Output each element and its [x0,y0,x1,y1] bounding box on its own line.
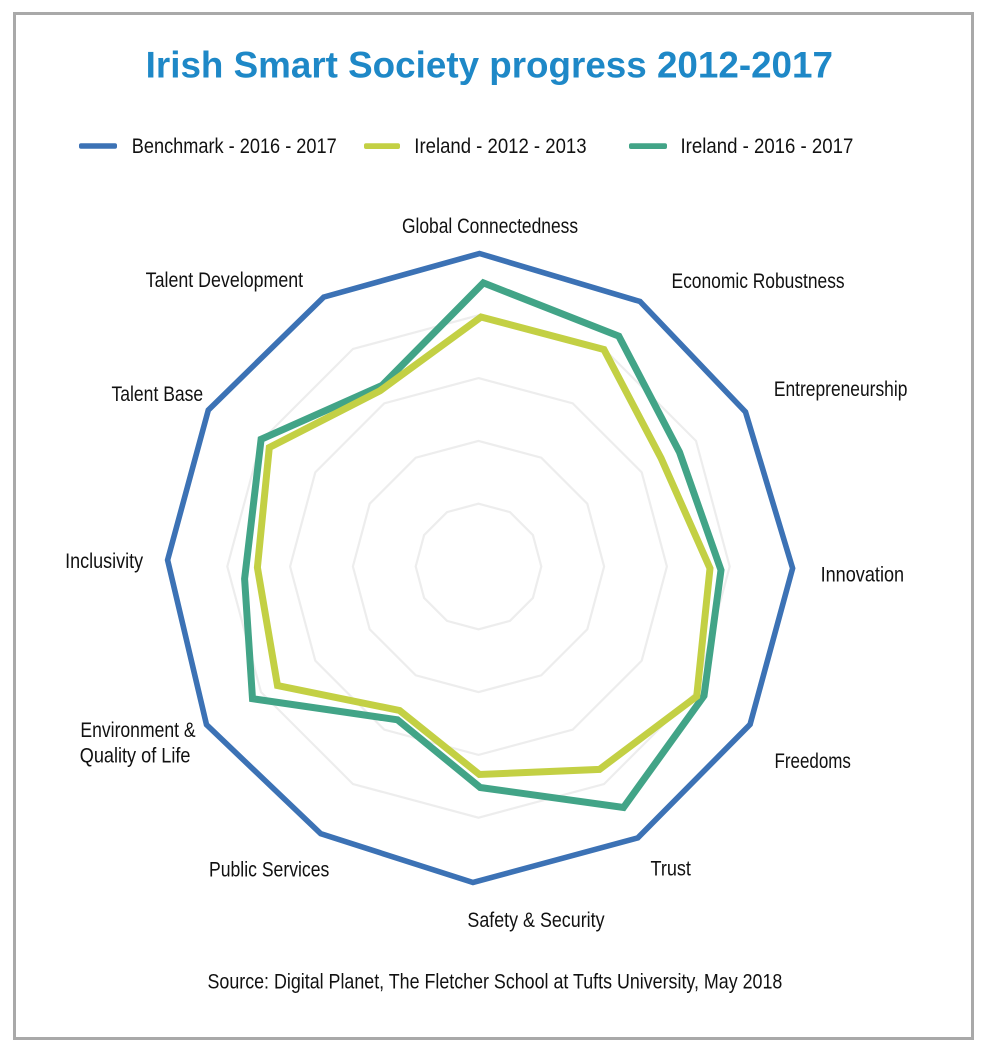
svg-text:Environment &: Environment & [80,718,195,742]
svg-text:Freedoms: Freedoms [775,749,851,773]
svg-text:Talent Development: Talent Development [146,268,304,292]
svg-text:Safety & Security: Safety & Security [467,908,604,932]
svg-text:Global Connectedness: Global Connectedness [402,214,578,238]
svg-text:Inclusivity: Inclusivity [65,550,143,574]
svg-text:Innovation: Innovation [821,563,904,587]
svg-text:Ireland - 2016 - 2017: Ireland - 2016 - 2017 [681,135,854,159]
svg-text:Trust: Trust [651,857,692,881]
svg-text:Benchmark - 2016 - 2017: Benchmark - 2016 - 2017 [132,135,337,159]
svg-text:Talent Base: Talent Base [111,382,203,406]
svg-text:Source: Digital Planet, The Fl: Source: Digital Planet, The Fletcher Sch… [207,970,782,994]
svg-text:Ireland - 2012 - 2013: Ireland - 2012 - 2013 [414,135,586,159]
svg-text:Quality of Life: Quality of Life [80,744,191,768]
svg-text:Economic Robustness: Economic Robustness [672,269,845,293]
svg-text:Public Services: Public Services [209,858,329,882]
svg-text:Entrepreneurship: Entrepreneurship [774,377,908,401]
svg-text:Irish Smart Society progress 2: Irish Smart Society progress 2012-2017 [146,45,833,86]
